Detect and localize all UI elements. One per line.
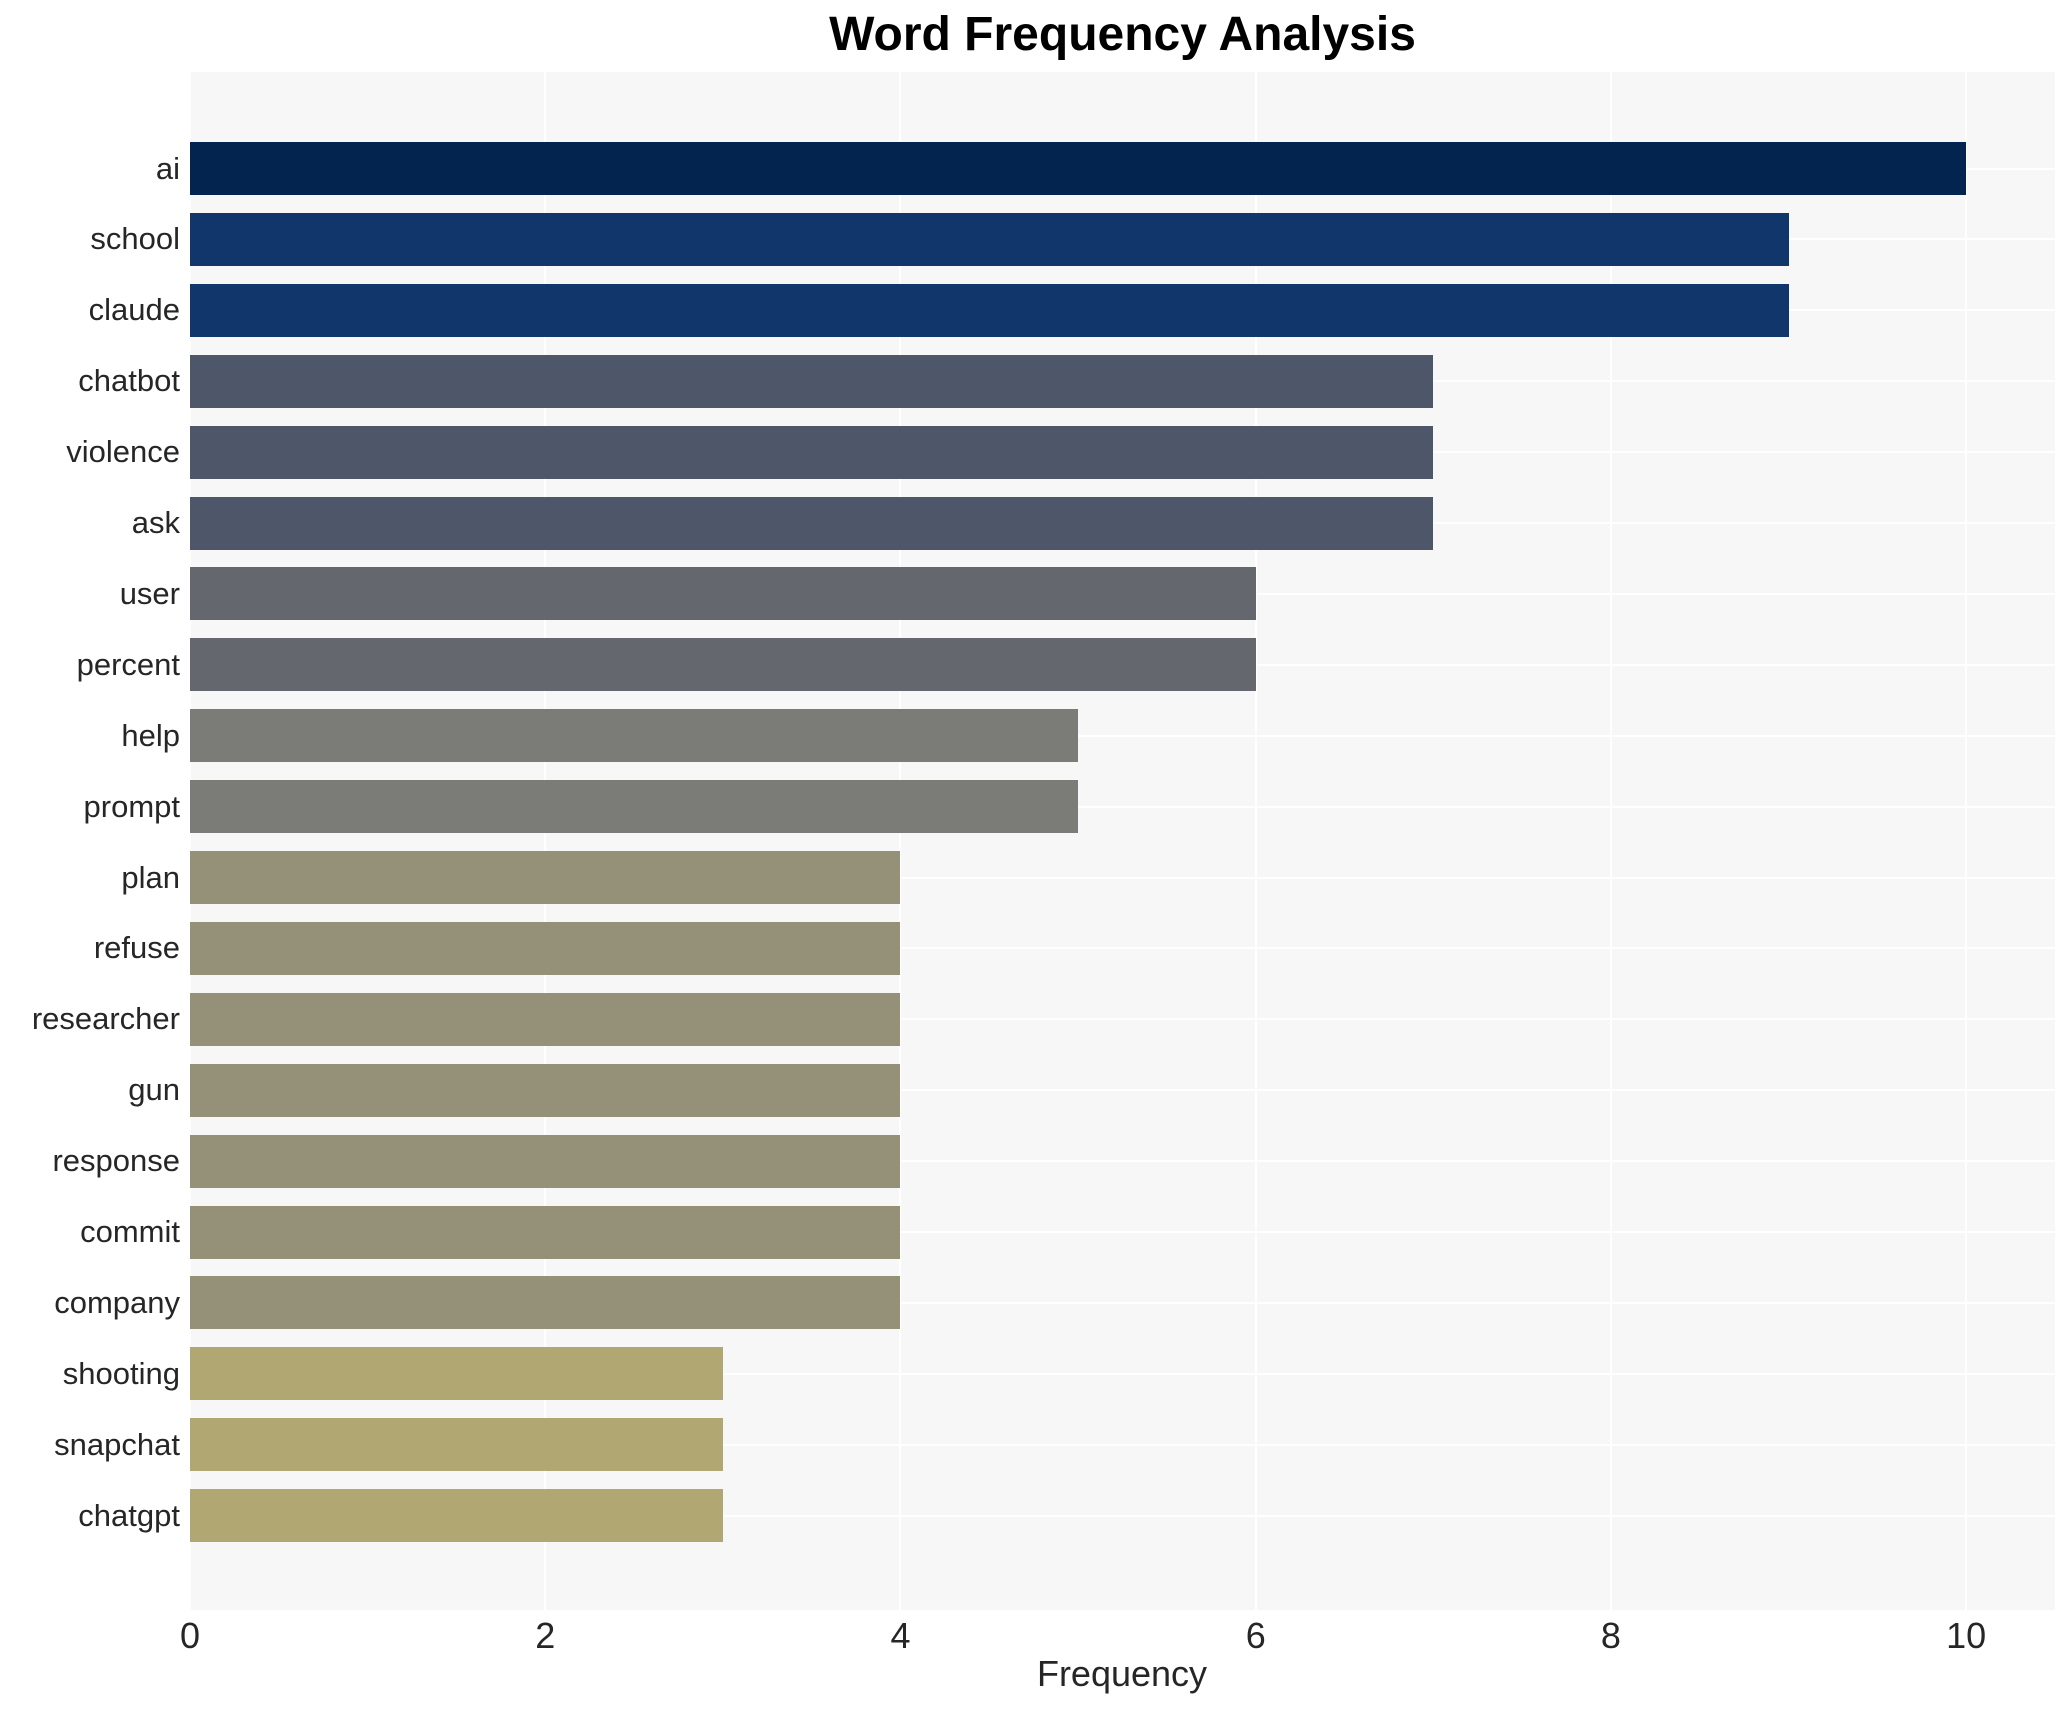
- y-tick-label: refuse: [93, 930, 180, 966]
- y-tick-label: response: [52, 1143, 180, 1179]
- x-tick-label: 4: [890, 1615, 911, 1656]
- x-axis-title: Frequency: [1036, 1653, 1208, 1694]
- y-tick-label: violence: [66, 434, 180, 470]
- h-gridline: [190, 1160, 2055, 1163]
- bar-response: [190, 1134, 901, 1188]
- bar-percent: [190, 638, 1256, 692]
- bar-company: [190, 1276, 901, 1330]
- v-gridline: [1609, 72, 1612, 1610]
- bar-ask: [190, 496, 1434, 550]
- y-tick-label: commit: [80, 1214, 180, 1249]
- h-gridline: [190, 1089, 2055, 1092]
- h-gridline: [190, 1443, 2055, 1446]
- bar-school: [190, 212, 1789, 266]
- h-gridline: [190, 1231, 2055, 1233]
- y-tick-label: ai: [155, 150, 180, 186]
- y-tick-label: company: [54, 1284, 180, 1320]
- v-gridline: [544, 72, 547, 1610]
- bar-violence: [190, 425, 1434, 479]
- x-tick-label: 2: [535, 1615, 556, 1656]
- h-gridline: [190, 1514, 2055, 1517]
- x-tick-label: 8: [1600, 1615, 1621, 1656]
- bar-help: [190, 709, 1079, 763]
- y-tick-label: user: [119, 575, 180, 611]
- bar-researcher: [190, 992, 901, 1046]
- bar-ai: [190, 142, 1967, 195]
- y-tick-label: shooting: [62, 1355, 180, 1391]
- h-gridline: [190, 1372, 2055, 1375]
- bar-claude: [190, 283, 1789, 337]
- bar-gun: [190, 1063, 901, 1117]
- y-tick-label: plan: [121, 859, 180, 895]
- y-tick-label: ask: [131, 505, 180, 540]
- h-gridline: [190, 1018, 2055, 1021]
- bar-commit: [190, 1205, 901, 1259]
- h-gridline: [190, 1301, 2055, 1304]
- y-tick-label: snapchat: [54, 1426, 180, 1462]
- x-tick-label: 10: [1946, 1615, 1987, 1656]
- y-tick-label: school: [90, 221, 180, 257]
- v-gridline: [1965, 72, 1968, 1610]
- bar-shooting: [190, 1347, 723, 1401]
- y-tick-label: percent: [76, 646, 180, 682]
- y-tick-label: researcher: [31, 1001, 180, 1037]
- bar-refuse: [190, 921, 901, 975]
- y-tick-label: claude: [88, 292, 180, 328]
- h-gridline: [190, 805, 2055, 808]
- bar-chatgpt: [190, 1489, 723, 1543]
- v-gridline: [899, 72, 902, 1610]
- h-gridline: [190, 947, 2055, 950]
- y-tick-label: gun: [128, 1072, 180, 1108]
- x-tick-label: 0: [179, 1615, 201, 1656]
- v-gridline: [189, 72, 191, 1610]
- bar-plan: [190, 851, 901, 904]
- bar-prompt: [190, 780, 1079, 834]
- plot-area: [189, 72, 2055, 1610]
- y-tick-label: chatbot: [78, 363, 180, 399]
- bar-snapchat: [190, 1418, 723, 1472]
- chart-title: Word Frequency Analysis: [829, 8, 1416, 61]
- bar-chatbot: [190, 354, 1434, 408]
- bar-user: [190, 567, 1256, 621]
- y-tick-label: chatgpt: [78, 1497, 180, 1533]
- y-tick-label: prompt: [83, 788, 180, 824]
- x-tick-label: 6: [1245, 1615, 1266, 1656]
- h-gridline: [190, 876, 2055, 879]
- v-gridline: [1254, 72, 1257, 1610]
- y-tick-label: help: [121, 717, 180, 753]
- h-gridline: [190, 734, 2055, 737]
